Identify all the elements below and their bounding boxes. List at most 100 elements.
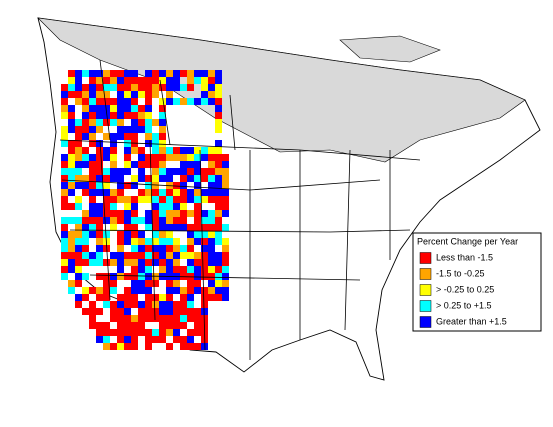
survey-cell [96,70,103,77]
legend-box [412,232,542,332]
survey-cell [215,126,222,133]
survey-cell [138,252,145,259]
survey-cell [180,287,187,294]
survey-cell [201,98,208,105]
survey-cell [159,196,166,203]
survey-cell [159,84,166,91]
survey-cell [89,112,96,119]
survey-cell [138,231,145,238]
survey-cell [166,203,173,210]
survey-cell [89,308,96,315]
survey-cell [68,217,75,224]
survey-cell [145,161,152,168]
survey-cell [61,182,68,189]
legend-label: -1.5 to -0.25 [436,268,485,278]
survey-cell [117,175,124,182]
survey-cell [124,287,131,294]
survey-cell [117,315,124,322]
survey-cell [82,70,89,77]
survey-cell [75,301,82,308]
survey-cell [145,105,152,112]
survey-cell [124,168,131,175]
survey-cell [96,182,103,189]
survey-cell [166,189,173,196]
survey-cell [145,245,152,252]
survey-cell [131,133,138,140]
legend-label: Greater than +1.5 [436,316,507,326]
survey-cell [159,315,166,322]
survey-cell [96,105,103,112]
survey-cell [68,203,75,210]
survey-cell [152,308,159,315]
survey-cell [131,273,138,280]
survey-cell [68,112,75,119]
survey-cell [89,189,96,196]
survey-cell [103,294,110,301]
survey-cell [215,77,222,84]
survey-cell [201,189,208,196]
survey-cell [187,245,194,252]
survey-cell [131,238,138,245]
survey-cell [152,140,159,147]
survey-cell [117,273,124,280]
survey-cell [61,196,68,203]
survey-cell [208,189,215,196]
survey-cell [61,84,68,91]
survey-cell [110,189,117,196]
survey-cell [96,273,103,280]
survey-cell [110,147,117,154]
survey-cell [145,294,152,301]
survey-cell [96,154,103,161]
survey-cell [215,259,222,266]
survey-cell [110,259,117,266]
survey-cell [82,294,89,301]
survey-cell [117,189,124,196]
survey-cell [173,245,180,252]
survey-cell [138,266,145,273]
survey-cell [96,252,103,259]
survey-cell [131,70,138,77]
survey-cell [68,91,75,98]
survey-cell [68,77,75,84]
survey-cell [180,196,187,203]
survey-cell [68,245,75,252]
survey-cell [159,238,166,245]
survey-cell [61,126,68,133]
survey-cell [96,77,103,84]
survey-cell [180,182,187,189]
survey-cell [180,217,187,224]
survey-cell [61,217,68,224]
survey-cell [194,182,201,189]
survey-cell [96,161,103,168]
survey-cell [124,231,131,238]
survey-cell [124,70,131,77]
survey-cell [222,210,229,217]
survey-cell [138,147,145,154]
survey-cell [194,308,201,315]
survey-cell [145,343,152,350]
survey-cell [201,70,208,77]
survey-cell [82,119,89,126]
survey-cell [180,266,187,273]
survey-cell [194,147,201,154]
survey-cell [96,112,103,119]
survey-cell [187,315,194,322]
survey-cell [117,168,124,175]
survey-cell [187,77,194,84]
survey-cell [82,252,89,259]
survey-cell [145,175,152,182]
survey-cell [187,154,194,161]
survey-cell [145,287,152,294]
survey-cell [215,98,222,105]
survey-cell [152,336,159,343]
survey-cell [166,175,173,182]
survey-cell [110,119,117,126]
survey-cell [75,119,82,126]
survey-cell [201,84,208,91]
survey-cell [131,161,138,168]
survey-cell [145,329,152,336]
survey-cell [166,98,173,105]
survey-cell [89,259,96,266]
survey-cell [124,84,131,91]
